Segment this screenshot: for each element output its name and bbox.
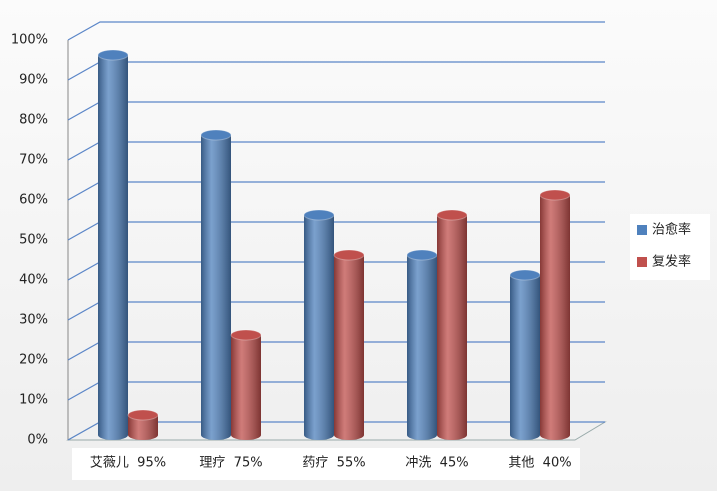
- bar-bottom-shade: [437, 430, 467, 440]
- bar-top: [127, 409, 159, 421]
- y-tick-label: 70%: [19, 153, 48, 168]
- bar-bottom-shade: [201, 430, 231, 440]
- bar-shade: [334, 255, 364, 435]
- bar-bottom-shade: [128, 430, 158, 440]
- bar-top: [97, 49, 129, 61]
- bar-bottom-shade: [304, 430, 334, 440]
- y-tick-label: 30%: [19, 313, 48, 328]
- legend-label: 复发率: [652, 254, 691, 270]
- grid-line: [67, 21, 605, 41]
- bar-shade: [510, 275, 540, 435]
- bar-shade: [540, 195, 570, 435]
- bar: [406, 249, 438, 440]
- bar: [509, 269, 541, 440]
- y-tick-label: 0%: [27, 433, 48, 448]
- bar-top: [539, 189, 571, 201]
- bar-shade: [201, 135, 231, 435]
- bar: [200, 129, 232, 440]
- bar: [127, 409, 159, 440]
- bar-top: [303, 209, 335, 221]
- bar-bottom-shade: [334, 430, 364, 440]
- bar-bottom-shade: [540, 430, 570, 440]
- bar: [97, 49, 129, 440]
- y-tick-label: 10%: [19, 393, 48, 408]
- bar-top: [509, 269, 541, 281]
- bar-shade: [128, 415, 158, 435]
- y-tick-label: 50%: [19, 233, 48, 248]
- bar-bottom-shade: [231, 430, 261, 440]
- y-tick-label: 40%: [19, 273, 48, 288]
- legend-swatch: [637, 257, 647, 267]
- bar-shade: [407, 255, 437, 435]
- y-tick-label: 60%: [19, 193, 48, 208]
- bar: [333, 249, 365, 440]
- legend-label: 治愈率: [652, 222, 691, 238]
- bar: [539, 189, 571, 440]
- x-tick-label: 理疗 75%: [199, 456, 262, 471]
- bar-top: [200, 129, 232, 141]
- y-tick-label: 100%: [11, 33, 48, 48]
- bar: [436, 209, 468, 440]
- bar-shade: [304, 215, 334, 435]
- bar-top: [333, 249, 365, 261]
- bar-top: [436, 209, 468, 221]
- bar-shade: [437, 215, 467, 435]
- bar-bottom-shade: [98, 430, 128, 440]
- bar: [230, 329, 262, 440]
- x-tick-label: 药疗 55%: [302, 456, 365, 471]
- y-tick-label: 90%: [19, 73, 48, 88]
- x-tick-label: 冲洗 45%: [405, 456, 468, 471]
- bar-shade: [231, 335, 261, 435]
- bar-bottom-shade: [407, 430, 437, 440]
- bar-top: [406, 249, 438, 261]
- bar-shade: [98, 55, 128, 435]
- y-tick-label: 20%: [19, 353, 48, 368]
- y-tick-label: 80%: [19, 113, 48, 128]
- bar-top: [230, 329, 262, 341]
- x-tick-label: 其他 40%: [508, 456, 571, 471]
- legend-swatch: [637, 225, 647, 235]
- bar-bottom-shade: [510, 430, 540, 440]
- category-box: [72, 448, 580, 480]
- bar: [303, 209, 335, 440]
- x-tick-label: 艾薇儿 95%: [90, 456, 166, 471]
